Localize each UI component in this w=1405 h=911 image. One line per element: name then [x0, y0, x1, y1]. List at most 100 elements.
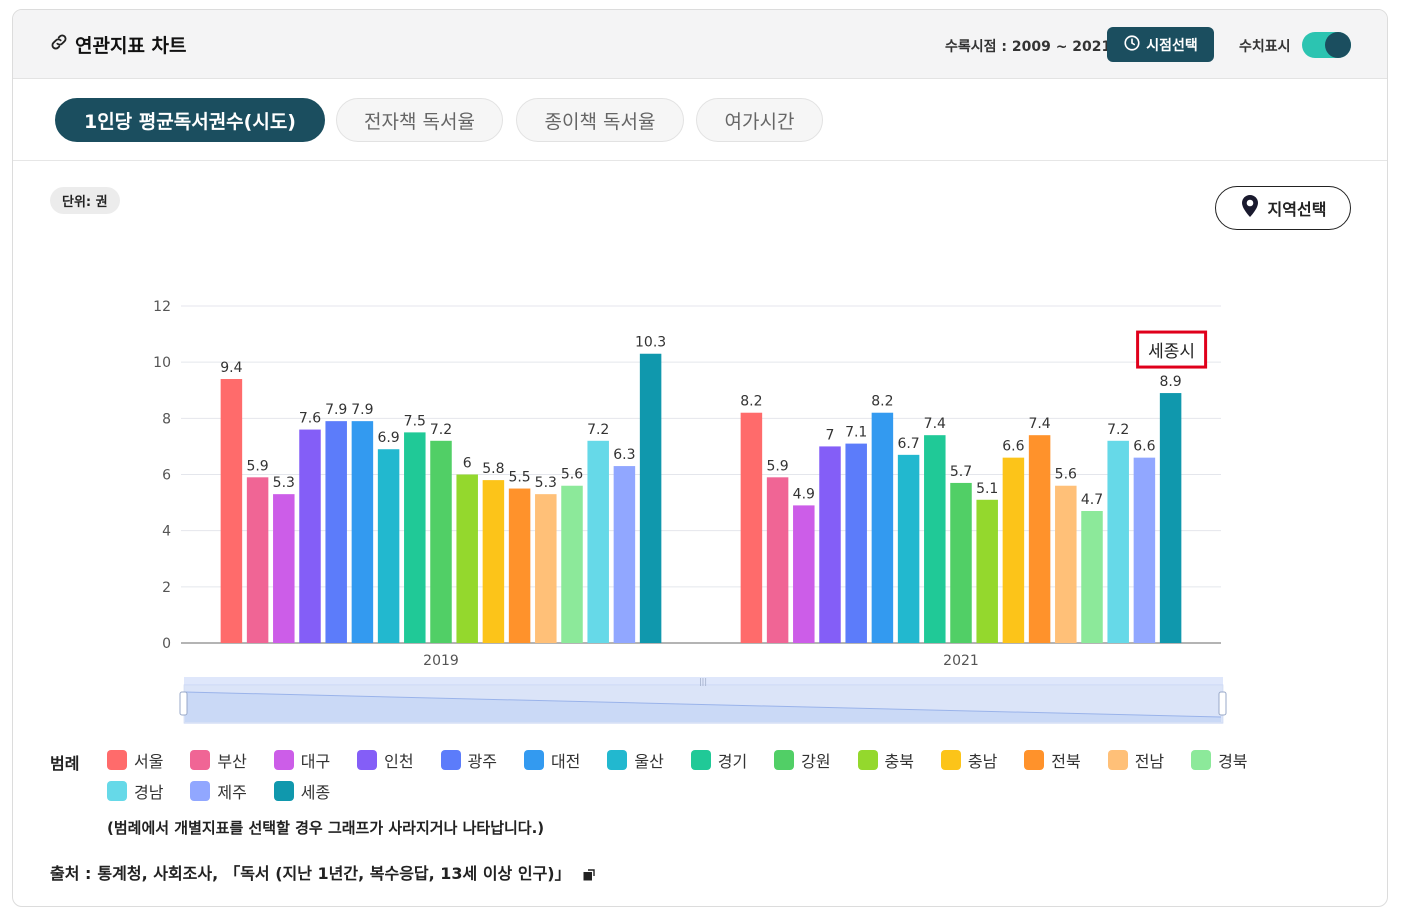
legend-item-부산[interactable]: 부산 — [190, 748, 273, 772]
bar-충북-2019[interactable] — [456, 474, 478, 644]
legend-label: 전북 — [1051, 752, 1081, 771]
bar-부산-2021[interactable] — [766, 477, 789, 643]
bar-광주-2019[interactable] — [325, 421, 347, 643]
legend-item-전남[interactable]: 전남 — [1107, 748, 1191, 772]
legend-item-서울[interactable]: 서울 — [107, 748, 190, 772]
bar-강원-2019[interactable] — [430, 440, 452, 643]
data-label: 7.5 — [404, 413, 426, 429]
bar-전북-2021[interactable] — [1028, 435, 1051, 643]
tab-ebook-reading-rate[interactable]: 전자책 독서율 — [336, 98, 503, 142]
legend-item-전북[interactable]: 전북 — [1024, 748, 1107, 772]
data-label: 5.7 — [950, 464, 972, 480]
data-label: 5.9 — [246, 458, 268, 474]
legend-item-제주[interactable]: 제주 — [190, 779, 273, 803]
legend-note: (범례에서 개별지표를 선택할 경우 그래프가 사라지거나 나타납니다.) — [107, 819, 545, 837]
legend-swatch — [1191, 750, 1212, 770]
data-label: 6.3 — [613, 447, 635, 463]
bar-울산-2021[interactable] — [897, 454, 920, 643]
data-label: 7 — [826, 427, 835, 443]
chart-data-labels: 9.45.95.37.67.9 7.96.97.57.26 5.85.5 5.35.6… — [220, 335, 1181, 508]
legend-item-세종[interactable]: 세종 — [273, 779, 357, 803]
slider-window[interactable] — [183, 684, 1224, 724]
bar-광주-2021[interactable] — [845, 443, 867, 643]
card-title: 연관지표 차트 — [49, 31, 187, 58]
slider-left-handle[interactable] — [179, 691, 188, 716]
legend-label: 경기 — [717, 752, 748, 771]
legend-swatch — [857, 750, 878, 770]
bar-경기-2019[interactable] — [404, 432, 426, 643]
tab-avg-books-per-capita[interactable]: 1인당 평균독서권수(시도) — [55, 98, 325, 142]
bar-울산-2019[interactable] — [377, 449, 400, 643]
card-title-text: 연관지표 차트 — [75, 35, 187, 57]
bar-대구-2021[interactable] — [793, 505, 815, 643]
legend-item-경기[interactable]: 경기 — [690, 748, 774, 772]
tab-paper-book-reading-rate[interactable]: 종이책 독서율 — [516, 98, 684, 142]
bar-인천-2019[interactable] — [299, 429, 321, 643]
bar-세종-2021[interactable] — [1159, 393, 1182, 643]
legend-label: 경남 — [134, 783, 164, 802]
tab-leisure-time[interactable]: 여가시간 — [696, 98, 823, 142]
y-tick-label: 6 — [162, 468, 171, 484]
y-tick-label: 0 — [162, 636, 171, 652]
data-label: 7.2 — [1107, 422, 1129, 438]
legend-item-인천[interactable]: 인천 — [357, 748, 440, 772]
data-label: 8.9 — [1159, 374, 1181, 390]
legend-item-울산[interactable]: 울산 — [607, 748, 690, 772]
tabs-divider — [13, 160, 1387, 161]
period-select-button[interactable]: 시점선택 — [1107, 27, 1214, 62]
bar-충북-2021[interactable] — [976, 499, 998, 643]
legend-item-대전[interactable]: 대전 — [523, 748, 607, 772]
legend-item-대구[interactable]: 대구 — [273, 748, 357, 772]
chart-card: 연관지표 차트 수록시점 : 2009 ~ 2021 시점선택 수치표시 1인당… — [12, 9, 1388, 907]
bar-전남-2021[interactable] — [1055, 485, 1077, 643]
bar-경남-2019[interactable] — [587, 440, 609, 643]
data-label: 5.6 — [561, 467, 583, 483]
bar-서울-2021[interactable] — [740, 412, 763, 643]
legend-item-광주[interactable]: 광주 — [440, 748, 524, 772]
value-display-toggle[interactable] — [1302, 32, 1351, 58]
bar-충남-2019[interactable] — [482, 480, 505, 643]
value-display-label: 수치표시 — [1239, 39, 1291, 55]
external-link-icon[interactable] — [583, 866, 595, 881]
toggle-knob — [1325, 32, 1351, 58]
bar-경북-2021[interactable] — [1081, 511, 1103, 643]
data-label: 6.6 — [1002, 439, 1024, 455]
bar-대전-2021[interactable] — [871, 412, 894, 643]
source-text: 통계청, 사회조사, — [97, 864, 219, 883]
legend-label: 강원 — [801, 752, 831, 771]
zoom-slider[interactable]: ||| — [179, 677, 1227, 724]
bar-제주-2021[interactable] — [1133, 457, 1156, 643]
bar-제주-2019[interactable] — [613, 466, 636, 643]
legend-swatch — [774, 750, 795, 770]
bar-서울-2019[interactable] — [220, 379, 243, 643]
bar-대구-2019[interactable] — [273, 494, 295, 643]
bar-전남-2019[interactable] — [535, 494, 557, 643]
slider-top-bar — [184, 677, 1223, 685]
bar-전북-2019[interactable] — [508, 488, 531, 643]
region-select-button[interactable]: 지역선택 — [1215, 186, 1351, 230]
data-label: 6.6 — [1133, 439, 1155, 455]
data-label: 5.5 — [508, 470, 530, 486]
bar-세종-2019[interactable] — [639, 353, 662, 643]
legend-item-강원[interactable]: 강원 — [774, 748, 857, 772]
legend-item-경북[interactable]: 경북 — [1191, 748, 1274, 772]
legend-label: 인천 — [384, 752, 414, 771]
data-label: 5.3 — [273, 475, 295, 491]
bar-강원-2021[interactable] — [950, 482, 972, 643]
legend-item-충북[interactable]: 충북 — [857, 748, 941, 772]
data-label: 7.6 — [299, 411, 321, 427]
bar-부산-2019[interactable] — [246, 477, 269, 643]
slider-right-handle[interactable] — [1218, 691, 1227, 716]
y-tick-label: 12 — [153, 299, 171, 315]
bar-충남-2021[interactable] — [1002, 457, 1025, 643]
bar-경남-2021[interactable] — [1107, 440, 1129, 643]
legend-item-경남[interactable]: 경남 — [107, 779, 190, 803]
legend-item-충남[interactable]: 충남 — [940, 748, 1024, 772]
bar-대전-2019[interactable] — [351, 421, 374, 643]
y-tick-label: 10 — [153, 355, 171, 371]
bar-경북-2019[interactable] — [561, 485, 583, 643]
bar-경기-2021[interactable] — [924, 435, 946, 643]
bar-인천-2021[interactable] — [819, 446, 841, 643]
legend-swatch — [357, 750, 378, 770]
data-label: 7.1 — [845, 425, 867, 441]
